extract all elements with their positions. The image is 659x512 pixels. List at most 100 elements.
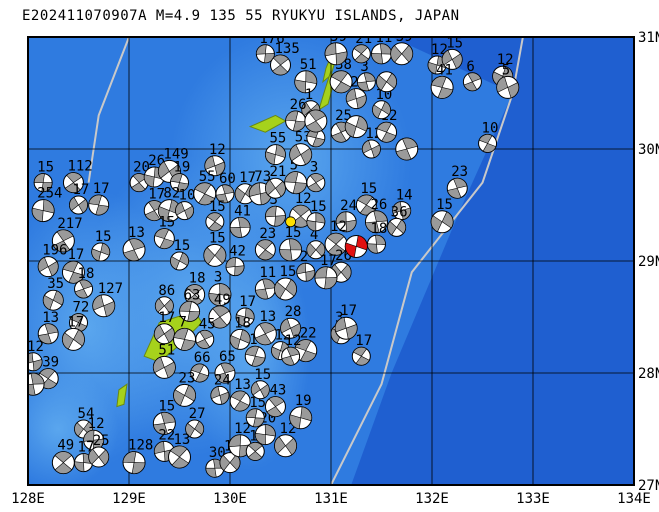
mechanism-depth-label: 18 — [234, 315, 251, 331]
focal-mechanism — [204, 155, 226, 177]
mechanism-depth-label: 19 — [174, 160, 191, 176]
mechanism-depth-label: 39 — [330, 29, 347, 45]
mechanism-depth-label: 6 — [466, 59, 474, 75]
mechanism-depth-label: 26 — [370, 197, 387, 213]
mechanism-depth-label: 25 — [93, 433, 110, 449]
mechanism-depth-label: 15 — [158, 215, 175, 231]
focal-mechanism — [33, 173, 53, 193]
focal-mechanism — [190, 363, 210, 383]
mechanism-depth-label: 3 — [214, 270, 222, 286]
mechanism-depth-label: 1 — [305, 87, 313, 103]
focal-mechanism — [274, 434, 298, 458]
mechanism-depth-label: 51 — [300, 57, 317, 73]
focal-mechanism — [193, 182, 217, 206]
mechanism-depth-label: 24 — [340, 198, 357, 214]
mechanism-depth-label: 27 — [189, 406, 206, 422]
mechanism-depth-label: 51 — [158, 342, 175, 358]
mechanism-depth-label: 36 — [391, 204, 408, 220]
lat-tick-label: 30N — [638, 142, 659, 158]
mechanism-depth-label: 217 — [57, 216, 82, 232]
focal-mechanism — [351, 346, 371, 366]
focal-mechanism — [185, 419, 205, 439]
focal-mechanism — [225, 257, 245, 277]
focal-mechanism — [69, 195, 88, 215]
focal-mechanism — [122, 238, 146, 262]
focal-mechanism — [245, 408, 265, 428]
mechanism-depth-label: 15 — [95, 229, 112, 245]
lon-tick-label: 128E — [11, 491, 45, 507]
focal-mechanism — [173, 383, 197, 407]
mechanism-depth-label: 2 — [300, 249, 308, 265]
mechanism-depth-label: 15 — [37, 160, 54, 176]
focal-mechanism — [31, 199, 55, 223]
focal-mechanism — [441, 48, 463, 70]
mechanism-depth-label: 13 — [128, 225, 145, 241]
mechanism-depth-label: 86 — [158, 283, 175, 299]
focal-mechanism — [304, 109, 328, 133]
focal-mechanism — [228, 434, 252, 458]
focal-mechanism — [376, 121, 398, 143]
focal-mechanism — [294, 70, 318, 94]
mechanism-depth-label: 17 — [158, 310, 175, 326]
focal-mechanism — [28, 372, 45, 396]
focal-mechanism — [157, 199, 181, 223]
focal-mechanism — [372, 100, 391, 120]
mechanism-depth-label: 12 — [27, 339, 44, 355]
mechanism-depth-label: 12 — [330, 219, 347, 235]
focal-mechanism — [208, 305, 232, 329]
focal-mechanism — [254, 278, 276, 300]
mechanism-depth-label: 13 — [234, 377, 251, 393]
focal-mechanism — [170, 173, 189, 193]
focal-mechanism — [235, 307, 255, 327]
mechanism-depth-label: 14 — [396, 188, 413, 204]
focal-mechanism — [214, 362, 236, 384]
mechanism-depth-label: 18 — [370, 221, 387, 237]
focal-mechanism — [254, 239, 276, 261]
focal-mechanism — [345, 88, 367, 110]
mechanism-depth-label: 21 — [269, 164, 286, 180]
mechanism-depth-label: 23 — [259, 226, 276, 242]
focal-mechanism — [264, 396, 286, 418]
mechanism-depth-label: 15 — [209, 230, 226, 246]
mechanism-depth-label: 28 — [285, 304, 302, 320]
mechanism-depth-label: 22 — [158, 427, 175, 443]
focal-mechanism — [274, 277, 298, 301]
focal-mechanism — [173, 327, 197, 351]
focal-mechanism — [152, 355, 176, 379]
focal-mechanism — [168, 445, 191, 469]
focal-mechanism — [153, 323, 175, 345]
focal-mechanism — [329, 70, 353, 94]
mechanism-depth-label: 18 — [78, 266, 95, 282]
mechanism-depth-label: 19 — [295, 393, 312, 409]
focal-mechanism — [306, 173, 326, 193]
focal-mechanism — [37, 323, 59, 345]
target-event-mechanism — [344, 234, 368, 258]
focal-mechanism — [28, 352, 43, 372]
focal-mechanism — [430, 75, 454, 99]
mechanism-depth-label: 15 — [285, 225, 302, 241]
mechanism-depth-label: 23 — [179, 370, 196, 386]
focal-mechanism — [366, 234, 386, 254]
focal-mechanism — [88, 446, 110, 468]
mechanism-depth-label: 18 — [189, 271, 206, 287]
focal-mechanism — [462, 72, 482, 92]
focal-mechanism — [289, 406, 313, 430]
focal-mechanism — [154, 296, 174, 316]
focal-mechanism — [335, 211, 357, 233]
lat-tick-label: 31N — [638, 30, 659, 46]
focal-mechanism — [376, 71, 398, 93]
mechanism-depth-label: 17 — [73, 182, 90, 198]
mechanism-depth-label: 17 — [93, 181, 110, 197]
mechanism-depth-label: 12 — [88, 416, 105, 432]
focal-mechanism — [264, 205, 286, 227]
mechanism-depth-label: 17 — [239, 170, 256, 186]
focal-mechanism — [205, 212, 225, 232]
mechanism-depth-label: 23 — [451, 164, 468, 180]
focal-mechanism — [170, 251, 189, 271]
mechanism-depth-label: 15 — [436, 197, 453, 213]
focal-mechanism — [175, 201, 195, 221]
mechanism-depth-label: 49 — [57, 438, 74, 454]
mechanism-depth-label: 15 — [209, 199, 226, 215]
mechanism-depth-label: 17 — [355, 333, 372, 349]
mechanism-depth-label: 112 — [67, 159, 92, 175]
